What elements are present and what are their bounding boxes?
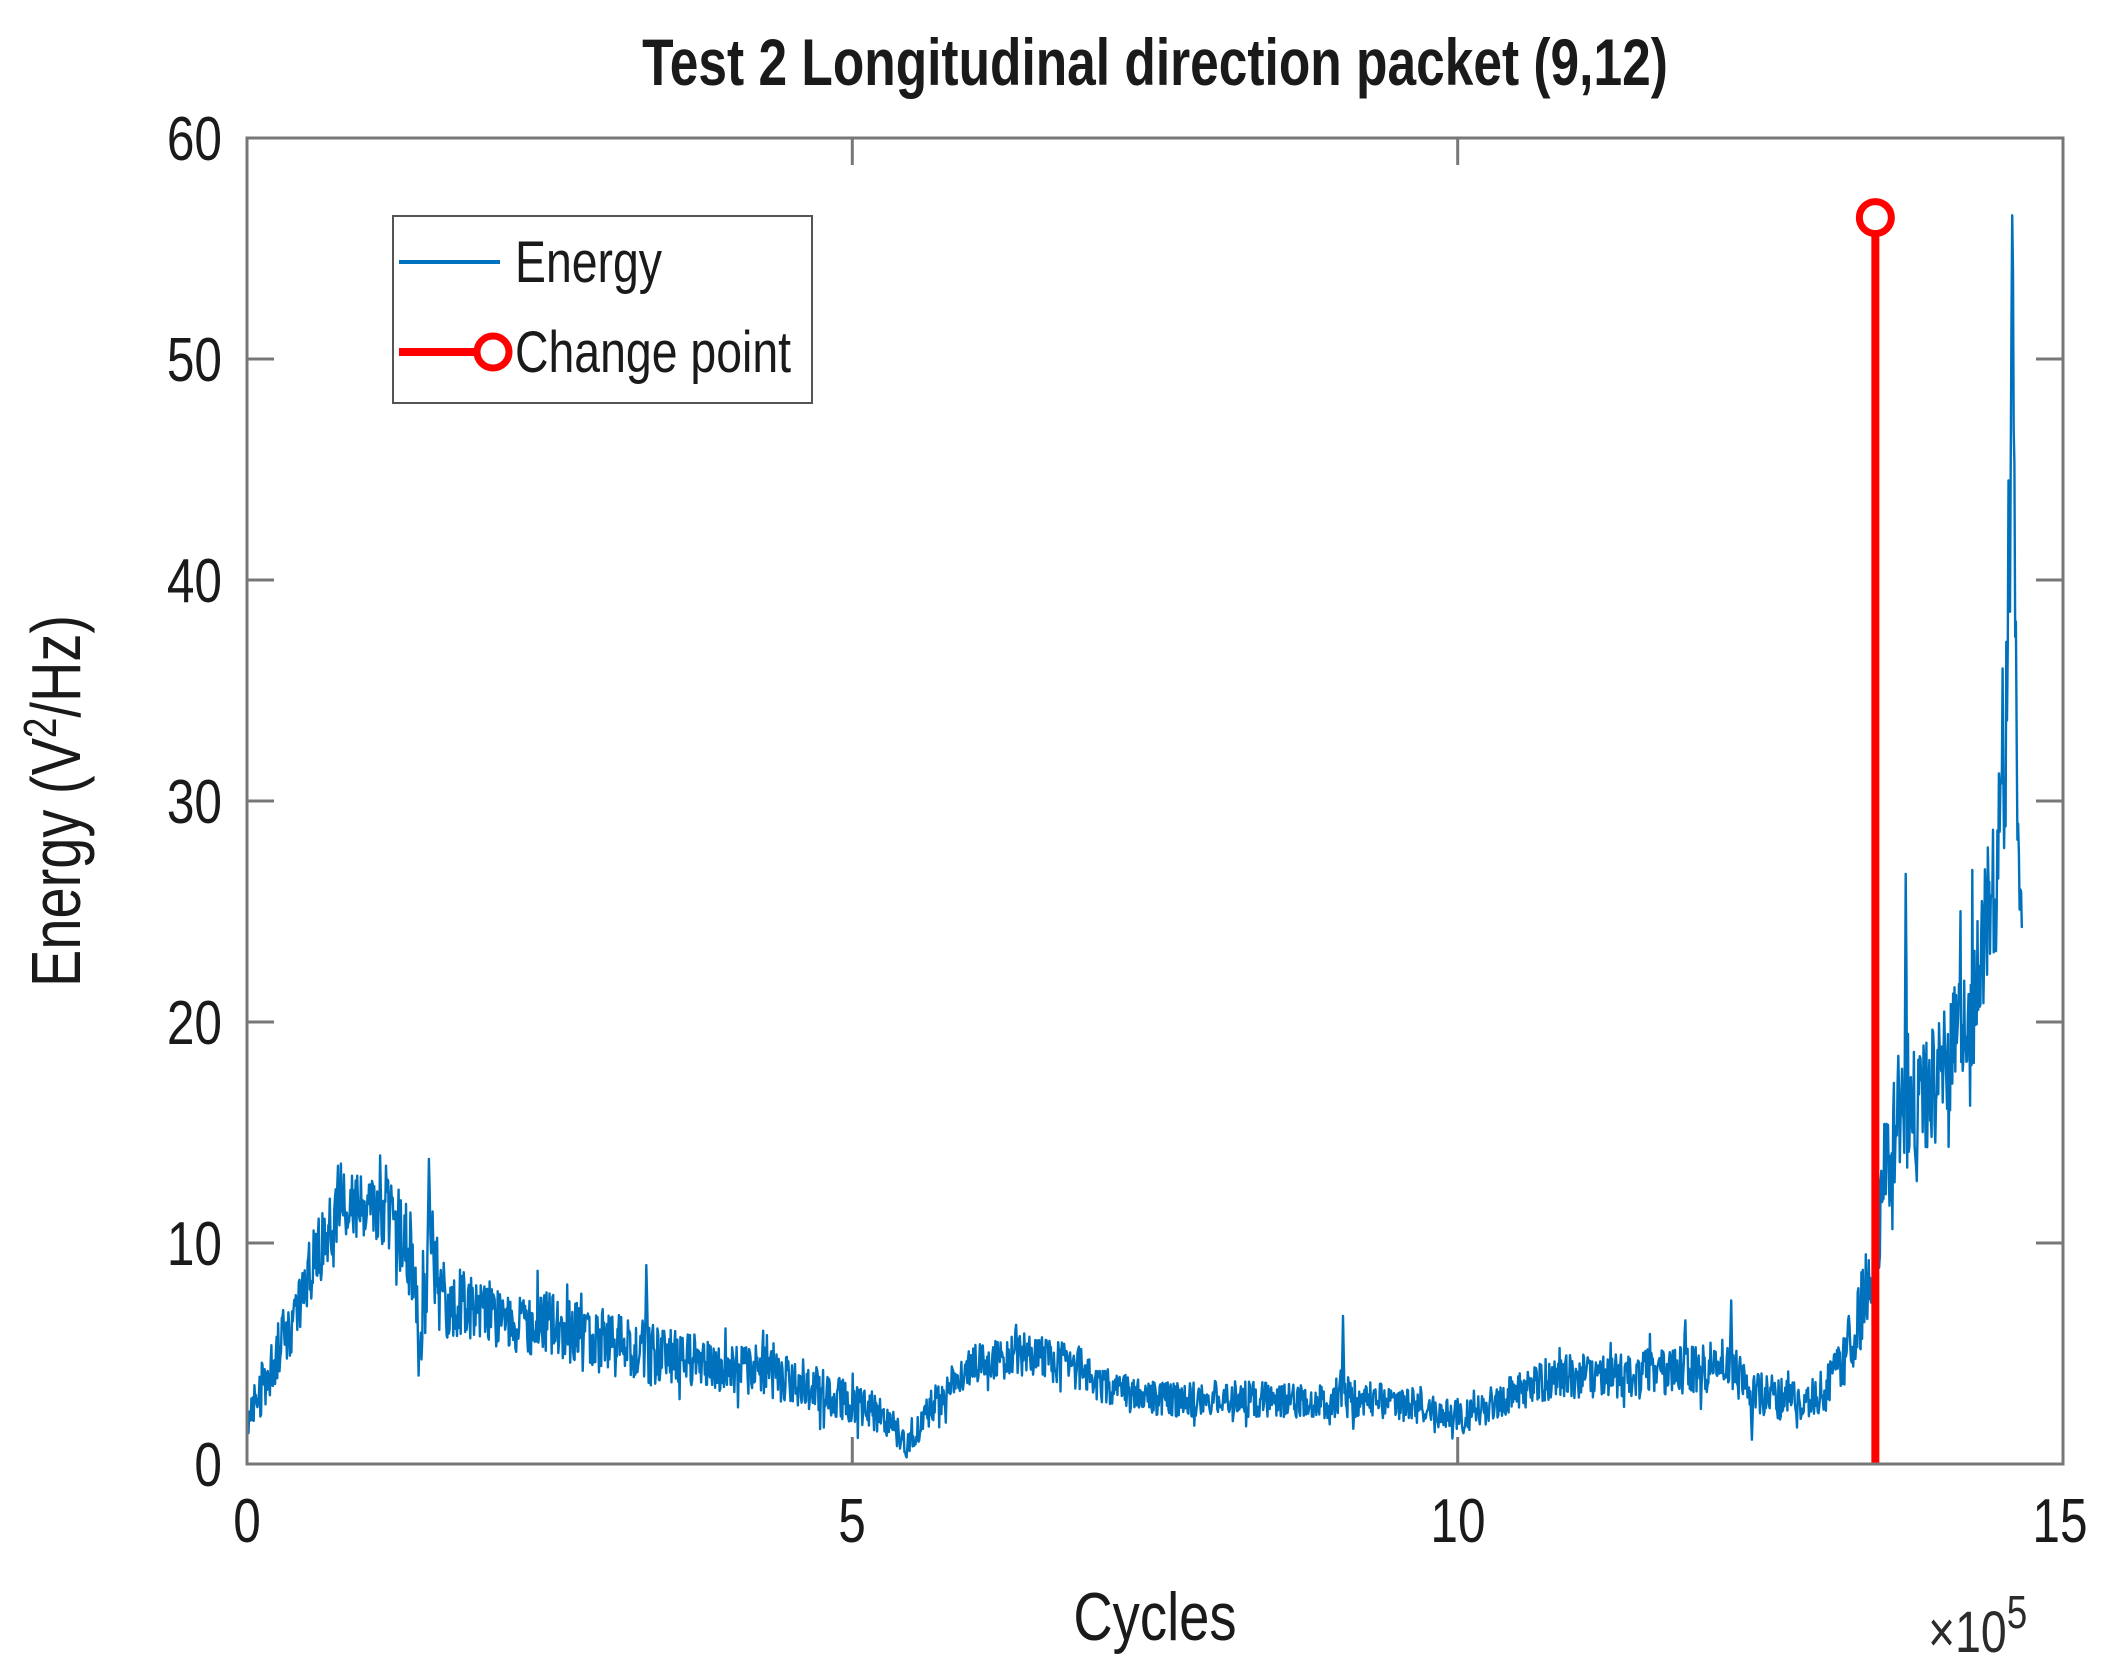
x-axis-offset-exponent: 5	[2007, 1586, 2027, 1638]
y-tick-label-50: 50	[167, 325, 222, 395]
y-tick-label-10: 10	[167, 1209, 222, 1279]
legend-change-point-label: Change point	[515, 320, 791, 385]
energy-line	[245, 214, 2024, 1459]
y-tick-label-40: 40	[167, 546, 222, 616]
x-tick-label-10: 10	[1430, 1486, 1485, 1556]
x-tick-label-0: 0	[233, 1486, 261, 1556]
y-tick-label-0: 0	[194, 1430, 222, 1500]
legend-energy-label: Energy	[515, 230, 663, 295]
x-tick-label-5: 5	[838, 1486, 866, 1556]
legend-box	[392, 215, 813, 404]
change-point-marker-icon	[1855, 198, 1895, 238]
x-axis-label: Cycles	[1073, 1579, 1236, 1655]
x-axis-offset: ×105	[1928, 1586, 2027, 1665]
y-tick-label-20: 20	[167, 988, 222, 1058]
y-axis-label-pre: Energy (V	[18, 738, 95, 987]
y-axis-label-superscript: 2	[14, 718, 66, 738]
chart-title: Test 2 Longitudinal direction packet (9,…	[642, 25, 1668, 100]
y-axis-label: Energy (V2/Hz)	[14, 615, 95, 987]
legend-change-point-marker-icon	[473, 332, 513, 372]
x-tick-label-15: 15	[2032, 1486, 2087, 1556]
legend: Energy Change point	[392, 215, 813, 404]
x-axis-offset-base: ×10	[1928, 1600, 2007, 1665]
y-axis-label-post: /Hz)	[18, 615, 95, 718]
y-tick-label-60: 60	[167, 104, 222, 174]
y-tick-label-30: 30	[167, 767, 222, 837]
axis-ticks	[245, 136, 2065, 1466]
